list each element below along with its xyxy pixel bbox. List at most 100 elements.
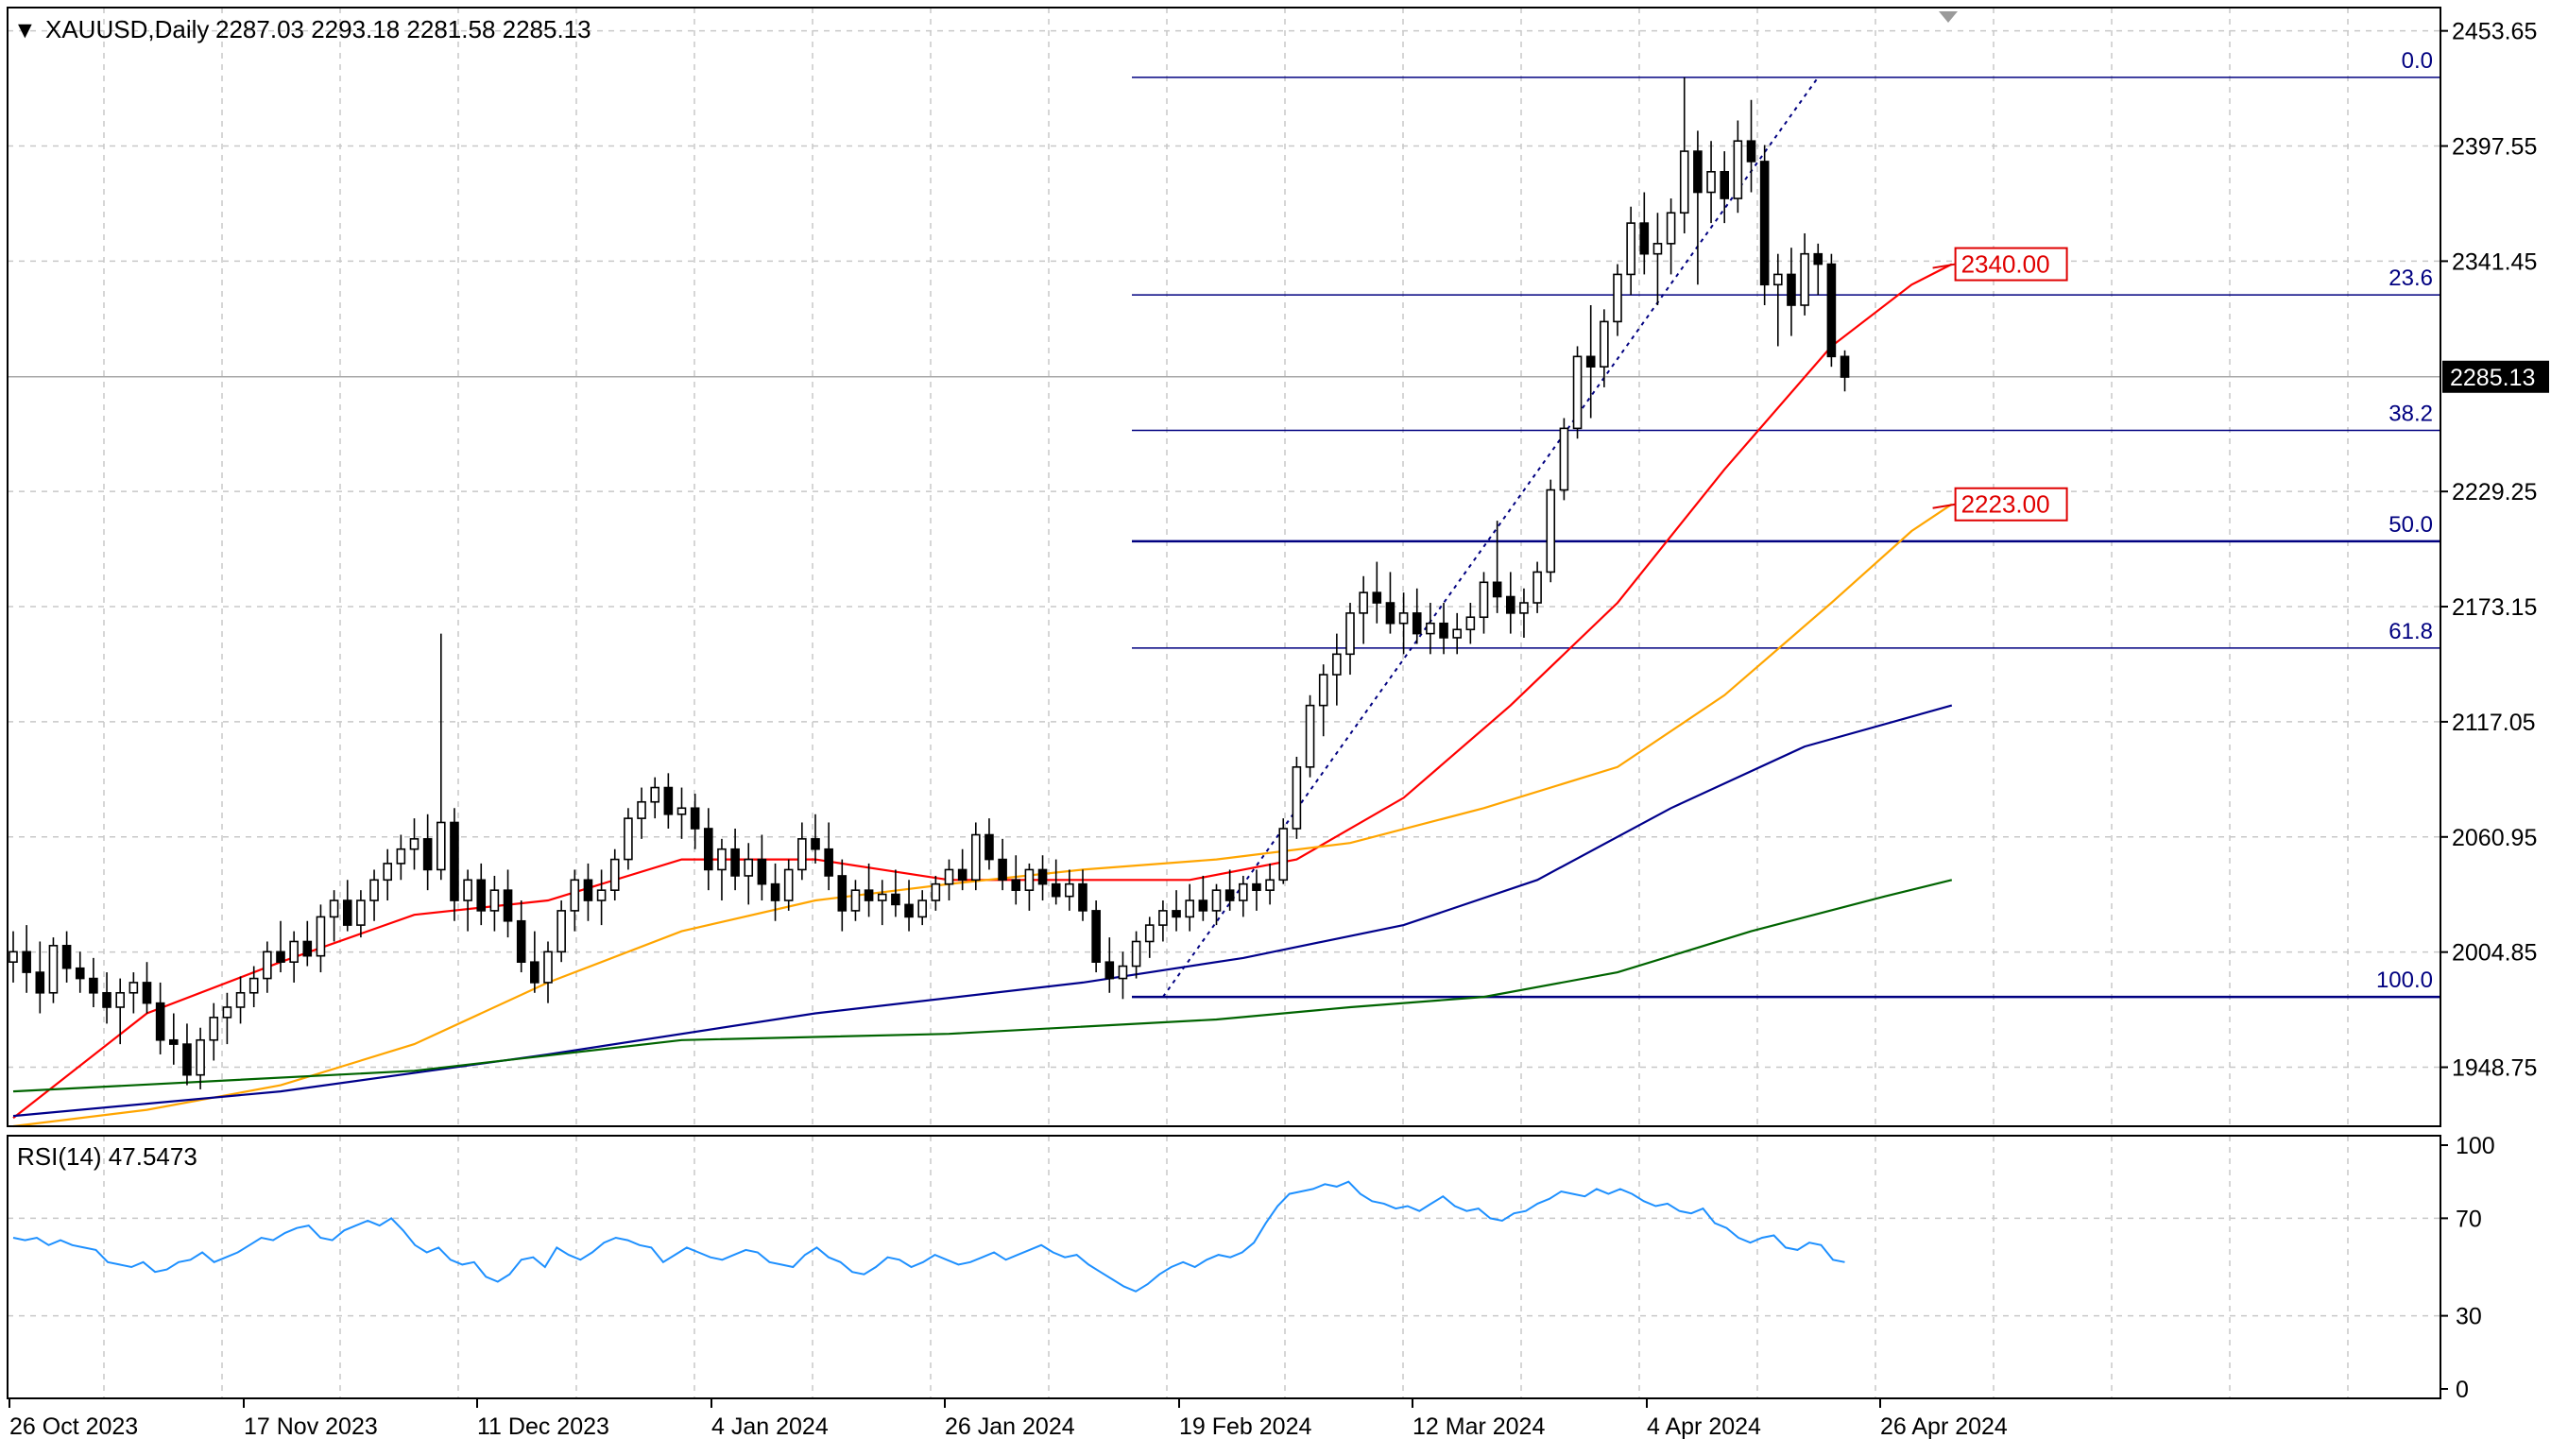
candle-body[interactable]: [128, 982, 139, 994]
candle-body[interactable]: [703, 828, 713, 871]
candle-body[interactable]: [797, 838, 807, 871]
candle-body[interactable]: [1826, 263, 1837, 358]
candle-body[interactable]: [1746, 140, 1756, 163]
candle-body[interactable]: [1332, 653, 1342, 676]
candle-body[interactable]: [89, 977, 98, 994]
candle-body[interactable]: [957, 868, 967, 882]
candle-body[interactable]: [1506, 595, 1515, 614]
candle-body[interactable]: [1224, 889, 1235, 901]
candle-body[interactable]: [1585, 355, 1596, 368]
candle-body[interactable]: [1239, 882, 1248, 901]
candle-body[interactable]: [931, 882, 941, 901]
candle-body[interactable]: [717, 848, 727, 871]
candle-body[interactable]: [543, 951, 553, 984]
candle-body[interactable]: [182, 1043, 192, 1076]
candle-body[interactable]: [1158, 910, 1168, 926]
candle-body[interactable]: [61, 945, 72, 969]
candle-body[interactable]: [1639, 222, 1650, 255]
candle-body[interactable]: [1185, 899, 1194, 918]
candle-body[interactable]: [1372, 591, 1382, 604]
candle-body[interactable]: [1532, 571, 1542, 604]
candle-body[interactable]: [1693, 150, 1703, 194]
candle-body[interactable]: [342, 899, 352, 926]
candle-body[interactable]: [329, 899, 339, 918]
candle-body[interactable]: [476, 879, 487, 912]
candle-body[interactable]: [1131, 940, 1141, 968]
candle-body[interactable]: [289, 940, 299, 964]
candle-body[interactable]: [155, 1002, 165, 1041]
candle-body[interactable]: [1292, 766, 1302, 830]
candle-body[interactable]: [1733, 140, 1743, 199]
candle-body[interactable]: [877, 893, 887, 901]
candle-body[interactable]: [1546, 488, 1556, 574]
candle-body[interactable]: [1398, 612, 1409, 625]
candle-body[interactable]: [169, 1038, 179, 1045]
candle-body[interactable]: [1720, 170, 1729, 199]
candle-body[interactable]: [650, 786, 660, 803]
candle-body[interactable]: [1519, 602, 1529, 614]
candle-body[interactable]: [850, 889, 861, 912]
candle-body[interactable]: [1426, 622, 1435, 635]
candle-body[interactable]: [1800, 252, 1809, 306]
candle-body[interactable]: [984, 833, 994, 861]
candle-body[interactable]: [1345, 612, 1355, 656]
candle-body[interactable]: [1492, 581, 1502, 598]
candle-body[interactable]: [1385, 602, 1395, 625]
candle-body[interactable]: [436, 821, 446, 871]
candle-body[interactable]: [9, 951, 18, 964]
candle-body[interactable]: [1479, 581, 1489, 619]
symbol-dropdown-icon[interactable]: ▼: [13, 17, 37, 43]
candle-body[interactable]: [1104, 961, 1115, 980]
candle-body[interactable]: [917, 899, 928, 918]
candle-body[interactable]: [422, 838, 433, 871]
candles[interactable]: [9, 77, 1850, 1089]
candle-body[interactable]: [1613, 273, 1622, 323]
candle-body[interactable]: [316, 916, 326, 957]
candle-body[interactable]: [1024, 868, 1035, 891]
candle-body[interactable]: [209, 1017, 219, 1041]
candle-body[interactable]: [730, 848, 740, 877]
candle-body[interactable]: [302, 940, 313, 957]
candle-body[interactable]: [556, 910, 566, 953]
candle-body[interactable]: [1559, 427, 1569, 491]
candle-body[interactable]: [1572, 355, 1583, 430]
candle-body[interactable]: [663, 786, 674, 815]
candle-body[interactable]: [276, 951, 285, 964]
candle-body[interactable]: [22, 951, 31, 973]
candle-body[interactable]: [1600, 320, 1609, 368]
candle-body[interactable]: [35, 971, 45, 994]
candle-body[interactable]: [1773, 273, 1783, 286]
candle-body[interactable]: [248, 977, 259, 994]
candle-body[interactable]: [1078, 882, 1087, 912]
candle-body[interactable]: [1359, 591, 1368, 614]
candle-body[interactable]: [1652, 243, 1663, 255]
candle-body[interactable]: [744, 858, 754, 877]
candle-body[interactable]: [811, 838, 820, 850]
candle-body[interactable]: [1439, 622, 1448, 639]
candle-body[interactable]: [489, 889, 500, 912]
candle-body[interactable]: [904, 903, 914, 918]
candle-body[interactable]: [1037, 868, 1048, 885]
candle-body[interactable]: [1666, 212, 1676, 245]
shift-marker-icon[interactable]: [1939, 11, 1958, 23]
candle-body[interactable]: [583, 879, 593, 901]
candle-body[interactable]: [1318, 674, 1328, 707]
candle-body[interactable]: [1679, 150, 1689, 214]
candle-body[interactable]: [530, 961, 539, 984]
candle-body[interactable]: [1011, 879, 1021, 891]
candle-body[interactable]: [1198, 899, 1208, 912]
candle-body[interactable]: [222, 1006, 232, 1019]
candle-body[interactable]: [690, 807, 700, 830]
candle-body[interactable]: [596, 889, 607, 901]
candle-body[interactable]: [1412, 612, 1422, 635]
candle-body[interactable]: [1706, 170, 1716, 194]
candle-body[interactable]: [1265, 879, 1275, 891]
candle-body[interactable]: [115, 991, 125, 1008]
candle-body[interactable]: [624, 817, 633, 861]
candle-body[interactable]: [864, 889, 874, 901]
candle-body[interactable]: [609, 858, 620, 891]
candle-body[interactable]: [396, 848, 406, 865]
candle-body[interactable]: [1465, 616, 1476, 631]
candle-body[interactable]: [783, 868, 794, 901]
